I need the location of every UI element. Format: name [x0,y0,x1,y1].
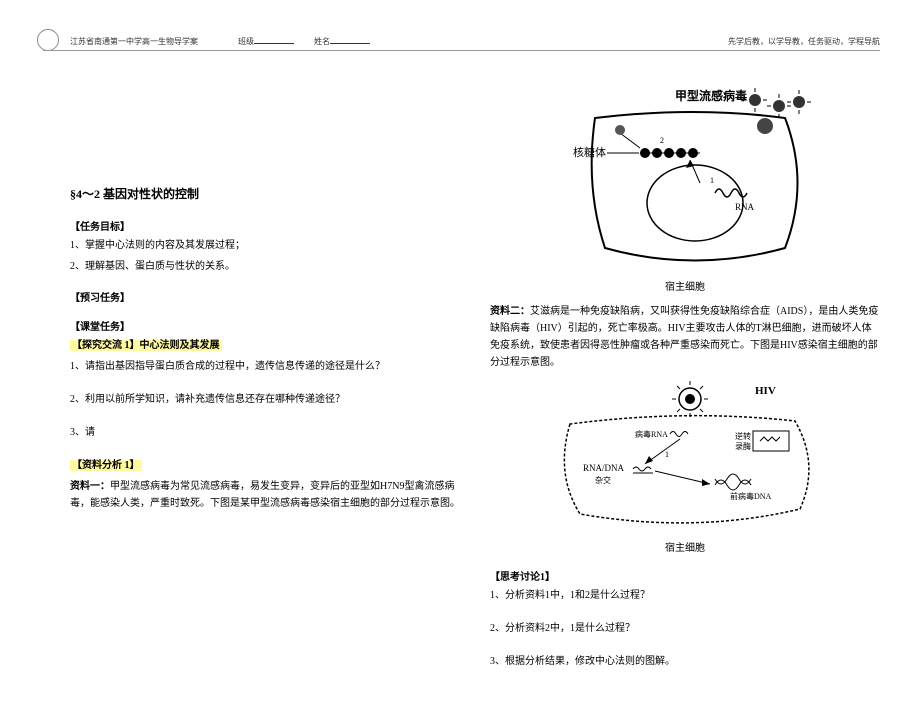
budding-virus-icon [615,125,625,135]
d1-num2: 2 [660,136,664,145]
discuss-q1: 1、分析资料1中，1和2是什么过程？ [490,587,880,604]
class-label: 班级 [238,37,254,46]
header-class-label: 班级 [238,36,294,47]
discuss-q3: 3、根据分析结果，修改中心法则的图解。 [490,653,880,670]
arrow-icon [655,471,710,484]
class-blank [254,43,294,44]
entering-virus-icon [757,118,773,134]
section-title: §4～2 基因对性状的控制 [70,185,460,202]
d2-num1: 1 [665,450,669,459]
d2-rnadna-label: RNA/DNA [583,463,625,473]
name-blank [330,43,370,44]
page-body: §4～2 基因对性状的控制 【任务目标】 1、掌握中心法则的内容及其发展过程； … [0,0,920,706]
virus-icon [767,94,791,118]
enzyme-zigzag-icon [760,437,780,441]
d1-rna-label: RNA [735,202,755,212]
explore1-label: 【探究交流 1】中心法则及其发展 [70,337,460,354]
material1-label: 【资料分析 1】 [70,457,460,474]
d1-host-label: 宿主细胞 [490,278,880,293]
dna-helix-icon [715,474,751,490]
goal-2: 2、理解基因、蛋白质与性状的关系。 [70,258,460,275]
discuss-q2: 2、分析资料2中，1是什么过程？ [490,620,880,637]
hiv-diagram: HIV 病毒RNA 1 逆转 录酶 [535,379,835,529]
d2-enzyme-label: 逆转 [735,431,751,441]
d2-enzyme-label2: 录酶 [735,441,751,451]
header-school: 江苏省南通第一中学高一生物导学案 [70,36,198,47]
d2-rna-label: 病毒RNA [635,429,668,439]
hiv-virus-icon [672,381,708,417]
nucleus-icon [647,165,743,241]
flu-virus-diagram: 甲型流感病毒 R [535,88,835,268]
enzyme-box-icon [753,431,789,451]
material1-body: 甲型流感病毒为常见流感病毒，易发生变异，变异后的亚型如H7N9型禽流感病毒，能感… [70,481,460,509]
arrowhead-icon [702,479,710,486]
viral-rna-icon [670,432,688,437]
goal-1: 1、掌握中心法则的内容及其发展过程； [70,237,460,254]
class-task-label: 【课堂任务】 [70,318,460,333]
header-name-label: 姓名 [314,36,370,47]
material2-text: 资料二：艾滋病是一种免疫缺陷病，又叫获得性免疫缺陷综合症（AIDS），是由人类免… [490,303,880,371]
question-1: 1、请指出基因指导蛋白质合成的过程中，遗传信息传递的途径是什么？ [70,358,460,375]
arrowhead-icon [645,456,653,464]
d1-title: 甲型流感病毒 [675,88,747,103]
goals-label: 【任务目标】 [70,218,460,233]
d1-num1: 1 [710,176,714,185]
explore1-hl: 【探究交流 1】中心法则及其发展 [70,340,222,351]
school-logo-icon [37,29,59,51]
header-divider [43,50,880,51]
d2-hiv-label: HIV [755,385,776,397]
right-column: 甲型流感病毒 R [490,20,880,686]
header-motto: 先学后教，以学导教，任务驱动，学程导航 [728,36,880,47]
material2-body: 艾滋病是一种免疫缺陷病，又叫获得性免疫缺陷综合症（AIDS），是由人类免疫缺陷病… [490,306,878,368]
arrow-icon [620,133,640,148]
name-label: 姓名 [314,37,330,46]
d2-host-label: 宿主细胞 [490,539,880,554]
left-column: §4～2 基因对性状的控制 【任务目标】 1、掌握中心法则的内容及其发展过程； … [70,20,460,686]
preview-label: 【预习任务】 [70,289,460,304]
material1-hl: 【资料分析 1】 [70,460,142,471]
hybrid-top-icon [633,467,651,471]
ribosome-chain-icon [640,148,700,158]
question-3: 3、请 [70,424,460,441]
discuss-label: 【思考讨论1】 [490,568,880,583]
material2-bold: 资料二： [490,306,530,317]
material1-bold: 资料一： [70,481,110,492]
d2-hybrid-label: 杂交 [595,475,611,485]
page-header: 江苏省南通第一中学高一生物导学案 班级 姓名 先学后教，以学导教，任务驱动，学程… [70,36,880,47]
question-2: 2、利用以前所学知识，请补充遗传信息还存在哪种传递途径？ [70,391,460,408]
virus-icon [787,90,811,114]
d2-dna-label: 前病毒DNA [730,491,772,501]
d1-ribo-label: 核糖体 [573,145,606,159]
material1-text: 资料一：甲型流感病毒为常见流感病毒，易发生变异，变异后的亚型如H7N9型禽流感病… [70,478,460,512]
